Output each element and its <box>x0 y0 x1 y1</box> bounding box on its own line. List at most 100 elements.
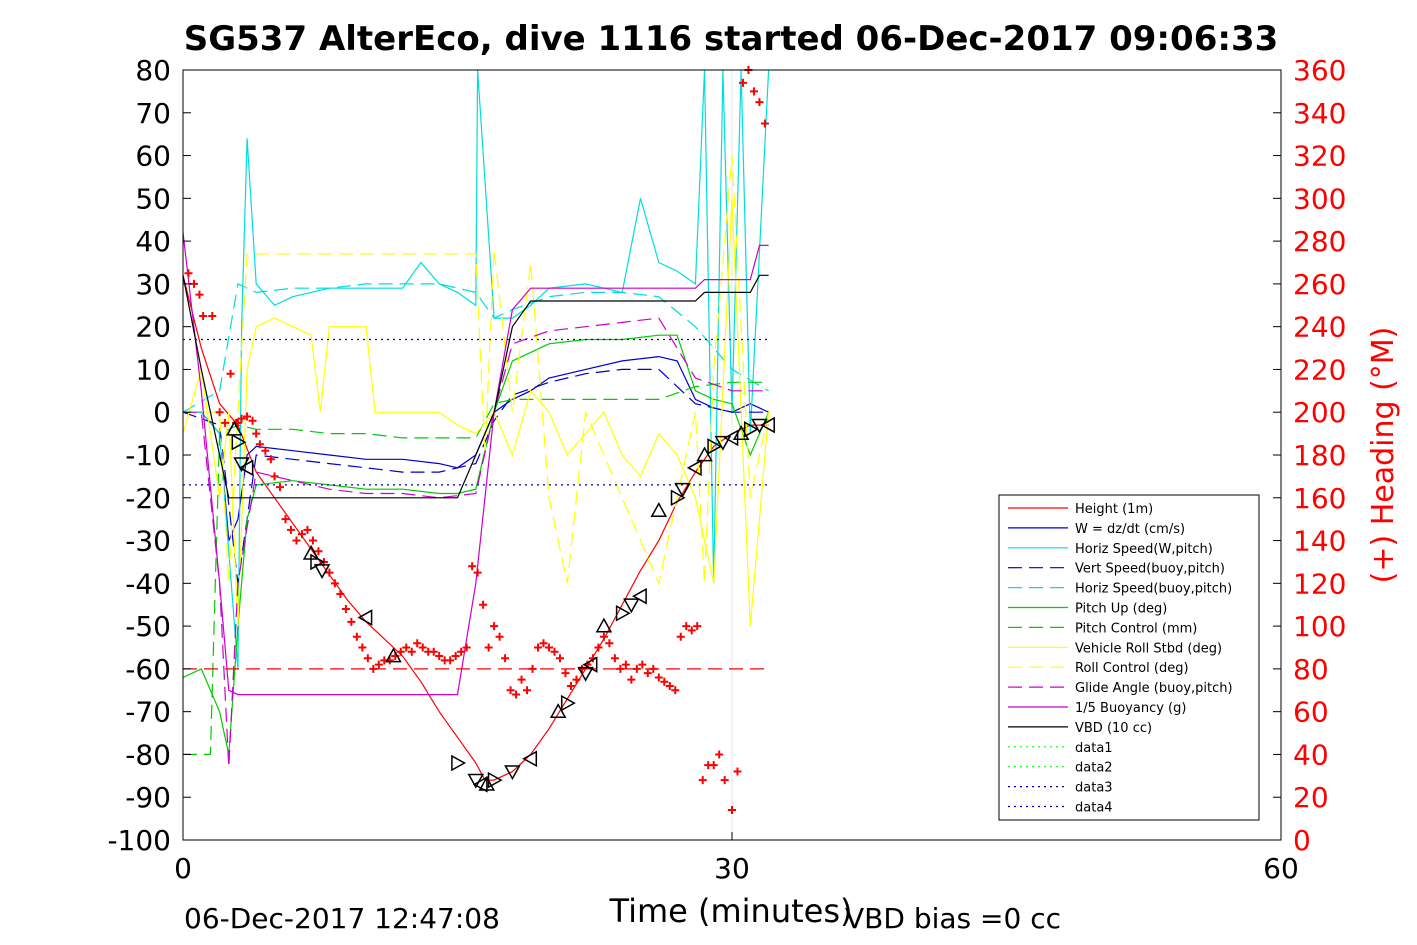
x-axis-ticks: 0 30 60 <box>174 832 1299 885</box>
depth-marker <box>478 775 496 791</box>
heading-point <box>687 626 696 635</box>
y2-tick-label: 40 <box>1293 738 1329 771</box>
depth-marker <box>595 617 613 633</box>
heading-point <box>418 643 427 652</box>
depth-marker <box>313 564 331 580</box>
marker-shape <box>631 587 647 605</box>
y-tick-label: 70 <box>135 97 171 130</box>
heading-point <box>243 412 252 421</box>
depth-marker <box>357 609 373 626</box>
left-axis-ticks: 80 70 60 50 40 30 20 10 0 -10 -20 -30 -40 -50 -60 -70 -8… <box>107 54 191 857</box>
y-tick-label: -90 <box>125 781 171 814</box>
x-tick-label: 60 <box>1263 852 1299 885</box>
depth-marker <box>560 694 576 712</box>
y2-tick-label: 280 <box>1293 225 1346 258</box>
heading-point <box>413 639 422 648</box>
heading-point <box>698 776 707 785</box>
footer-vbd-bias: VBD bias =0 cc <box>845 902 1061 935</box>
heading-point <box>627 675 636 684</box>
heading-point <box>352 632 361 641</box>
heading-point <box>715 750 724 759</box>
depth-marker <box>674 482 691 498</box>
heading-point <box>523 686 532 695</box>
heading-point <box>275 483 284 492</box>
heading-point <box>341 605 350 613</box>
depth-marker <box>582 656 598 673</box>
heading-points <box>184 66 769 815</box>
heading-point <box>208 311 217 320</box>
marker-shape <box>650 502 668 517</box>
y2-tick-label: 360 <box>1293 54 1346 87</box>
markers <box>225 416 775 793</box>
marker-shape <box>504 765 521 781</box>
heading-point <box>199 311 208 320</box>
depth-marker <box>451 754 467 772</box>
heading-point <box>654 673 663 682</box>
marker-shape <box>522 750 538 767</box>
y-tick-label: 40 <box>135 225 171 258</box>
heading-point <box>255 440 264 449</box>
marker-shape <box>760 416 775 434</box>
heading-point <box>462 643 471 652</box>
depth-marker <box>670 489 686 507</box>
marker-shape <box>714 435 732 451</box>
heading-point <box>643 669 652 678</box>
depth-marker <box>743 421 759 438</box>
heading-point <box>632 664 641 673</box>
heading-point <box>490 622 499 631</box>
depth-marker <box>231 433 247 451</box>
marker-shape <box>615 605 631 622</box>
right-axis-ticks: 3603403203002802602402202001801601401201… <box>1273 54 1346 857</box>
y2-tick-label: 320 <box>1293 140 1346 173</box>
heading-point <box>314 547 323 556</box>
y2-tick-label: 180 <box>1293 439 1346 472</box>
heading-point <box>252 429 261 438</box>
heading-point <box>407 647 416 656</box>
heading-point <box>616 664 625 673</box>
heading-point <box>572 675 581 684</box>
y2-tick-label: 260 <box>1293 268 1346 301</box>
marker-shape <box>723 429 739 447</box>
heading-point <box>539 639 548 648</box>
heading-point <box>446 656 455 665</box>
y-tick-label: -30 <box>125 525 171 558</box>
y-tick-label: -40 <box>125 567 171 600</box>
heading-point <box>749 87 758 96</box>
series-line-4 <box>182 368 769 584</box>
depth-marker <box>385 647 402 663</box>
legend-entry: data1 <box>1075 741 1113 756</box>
heading-point <box>594 643 603 652</box>
marker-shape <box>451 754 467 772</box>
marker-shape <box>582 656 598 673</box>
heading-point <box>484 643 493 652</box>
depth-marker <box>487 771 503 789</box>
heading-point <box>517 675 526 684</box>
depth-marker <box>650 502 668 517</box>
heading-point <box>435 652 444 661</box>
series-line-11 <box>182 232 769 696</box>
heading-point <box>605 639 614 648</box>
x-axis-label: Time (minutes) <box>609 892 853 930</box>
heading-point <box>660 677 669 686</box>
heading-point <box>610 654 619 663</box>
heading-point <box>221 418 230 427</box>
legend-entry: data2 <box>1075 761 1113 776</box>
y-tick-label: 60 <box>135 140 171 173</box>
heading-point <box>561 669 570 678</box>
depth-marker <box>615 605 631 622</box>
heading-point <box>374 660 383 669</box>
heading-point <box>292 536 301 545</box>
legend: Height (1m) W = dz/dt (cm/s) Horiz Speed(W… <box>998 494 1260 821</box>
y-tick-label: 80 <box>135 54 171 87</box>
y2-tick-label: 200 <box>1293 396 1346 429</box>
heading-point <box>693 622 702 631</box>
legend-entry: data4 <box>1075 801 1113 816</box>
legend-entry: Glide Angle (buoy,pitch) <box>1075 681 1233 696</box>
heading-point <box>297 530 306 539</box>
marker-shape <box>478 775 496 791</box>
marker-shape <box>670 489 686 507</box>
heading-point <box>189 279 198 288</box>
heading-point <box>226 369 235 378</box>
heading-point <box>451 652 460 661</box>
